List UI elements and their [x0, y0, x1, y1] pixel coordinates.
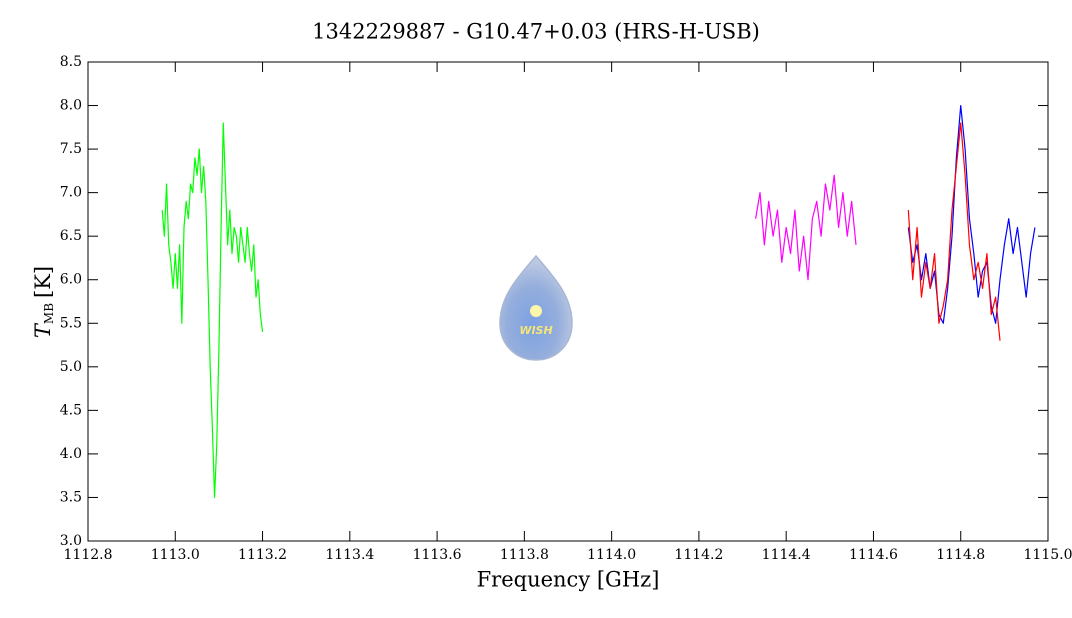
logo-star: [530, 305, 542, 317]
spectrum-line: [907, 104, 1036, 324]
x-tick-label: 1114.4: [762, 547, 811, 563]
y-label-sub: MB: [42, 303, 56, 324]
y-tick-label: 7.0: [60, 185, 82, 201]
y-tick-label: 8.0: [60, 98, 82, 114]
x-tick-label: 1113.2: [238, 547, 287, 563]
y-tick-label: 8.5: [60, 54, 82, 70]
x-tick-label: 1113.4: [325, 547, 374, 563]
x-tick-label: 1113.6: [413, 547, 462, 563]
y-tick-label: 3.5: [60, 489, 82, 505]
x-axis-label: Frequency [GHz]: [477, 568, 660, 592]
y-tick-label: 4.0: [60, 446, 82, 462]
x-tick-label: 1113.8: [500, 547, 549, 563]
x-tick-label: 1115.0: [1024, 547, 1072, 563]
logo: WISH: [499, 254, 573, 361]
y-tick-label: 3.0: [60, 533, 82, 549]
y-tick-label: 5.5: [60, 315, 82, 331]
logo-text: WISH: [519, 324, 552, 337]
x-tick-label: 1114.8: [936, 547, 985, 563]
y-axis-label: TMB [K]: [31, 266, 56, 338]
plot-frame: [87, 61, 1049, 542]
x-tick-label: 1114.0: [587, 547, 636, 563]
y-label-main: T: [31, 322, 55, 338]
y-tick-label: 6.0: [60, 272, 82, 288]
chart-title: 1342229887 - G10.47+0.03 (HRS-H-USB): [312, 20, 760, 44]
spectrum-line: [755, 174, 857, 281]
spectrum-line: [907, 122, 1001, 341]
x-tick-label: 1114.2: [674, 547, 723, 563]
y-tick-label: 6.5: [60, 228, 82, 244]
x-tick-label: 1113.0: [151, 547, 200, 563]
y-tick-label: 4.5: [60, 402, 82, 418]
x-tick-label: 1112.8: [64, 547, 113, 563]
y-tick-label: 7.5: [60, 141, 82, 157]
y-label-unit: [K]: [31, 266, 55, 298]
spectrum-line: [161, 122, 264, 499]
x-tick-label: 1114.6: [849, 547, 898, 563]
y-tick-label: 5.0: [60, 359, 82, 375]
